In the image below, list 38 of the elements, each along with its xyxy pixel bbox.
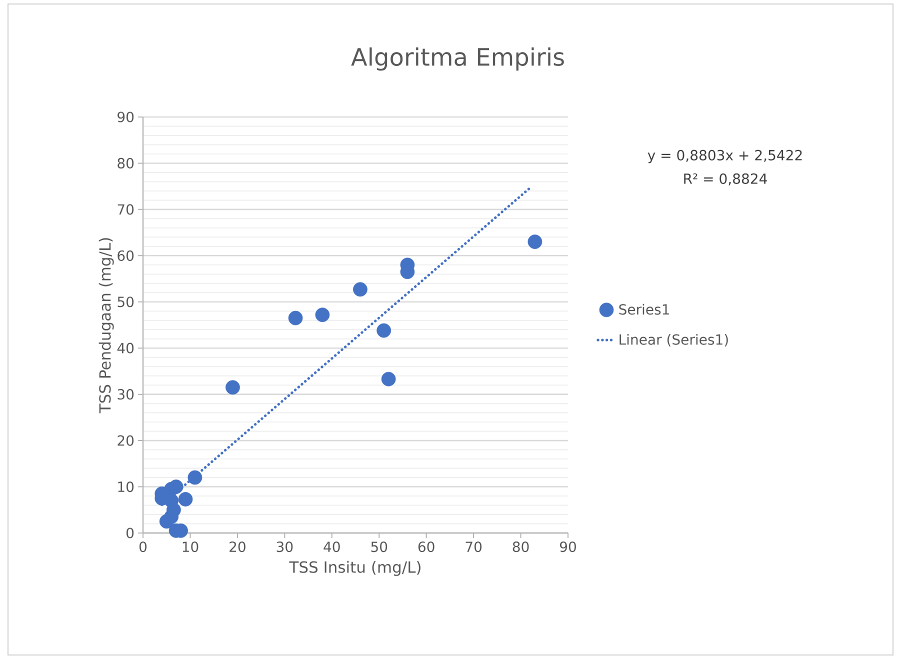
point bbox=[168, 480, 184, 494]
chart-title: Algoritma Empiris bbox=[351, 47, 564, 71]
legend-label: Series1 bbox=[619, 304, 669, 315]
point bbox=[376, 323, 392, 338]
point bbox=[178, 492, 193, 506]
legend-label: Linear (Series1) bbox=[620, 334, 728, 346]
y-tick-label: 40 bbox=[117, 342, 134, 354]
y-tick-label: 0 bbox=[126, 528, 134, 538]
y-tick-label: 90 bbox=[118, 112, 134, 122]
y-tick-label: 70 bbox=[118, 204, 134, 215]
y-tick-label: 80 bbox=[118, 158, 134, 169]
point bbox=[353, 282, 368, 297]
x-tick-label: 20 bbox=[230, 542, 246, 552]
point bbox=[166, 502, 181, 518]
x-tick-label: 90 bbox=[560, 542, 576, 552]
x-tick-label: 60 bbox=[418, 542, 434, 552]
y-axis-title: TSS Pendugaan (mg/L) bbox=[98, 238, 114, 414]
x-tick-label: 80 bbox=[512, 542, 529, 552]
text: y = 0,8803x + 2,5422 bbox=[648, 150, 802, 164]
point bbox=[315, 308, 330, 322]
x-tick-label: 0 bbox=[139, 542, 147, 552]
text: R² = 0,8824 bbox=[684, 173, 767, 186]
y-tick-label: 60 bbox=[118, 250, 134, 261]
x-tick-label: 40 bbox=[324, 542, 340, 552]
x-tick-label: 70 bbox=[466, 542, 482, 552]
point bbox=[381, 372, 396, 386]
point bbox=[528, 234, 542, 249]
x-tick-label: 50 bbox=[371, 542, 388, 552]
y-tick-label: 10 bbox=[118, 481, 134, 492]
y-tick-label: 50 bbox=[118, 296, 134, 308]
x-axis-title: TSS Insitu (mg/L) bbox=[289, 560, 420, 576]
point bbox=[188, 470, 202, 485]
y-tick-label: 30 bbox=[118, 389, 134, 400]
x-tick-label: 30 bbox=[276, 542, 293, 552]
x-tick-label: 10 bbox=[182, 542, 198, 552]
y-tick-label: 20 bbox=[118, 435, 134, 446]
point bbox=[226, 380, 240, 395]
point bbox=[288, 310, 303, 326]
